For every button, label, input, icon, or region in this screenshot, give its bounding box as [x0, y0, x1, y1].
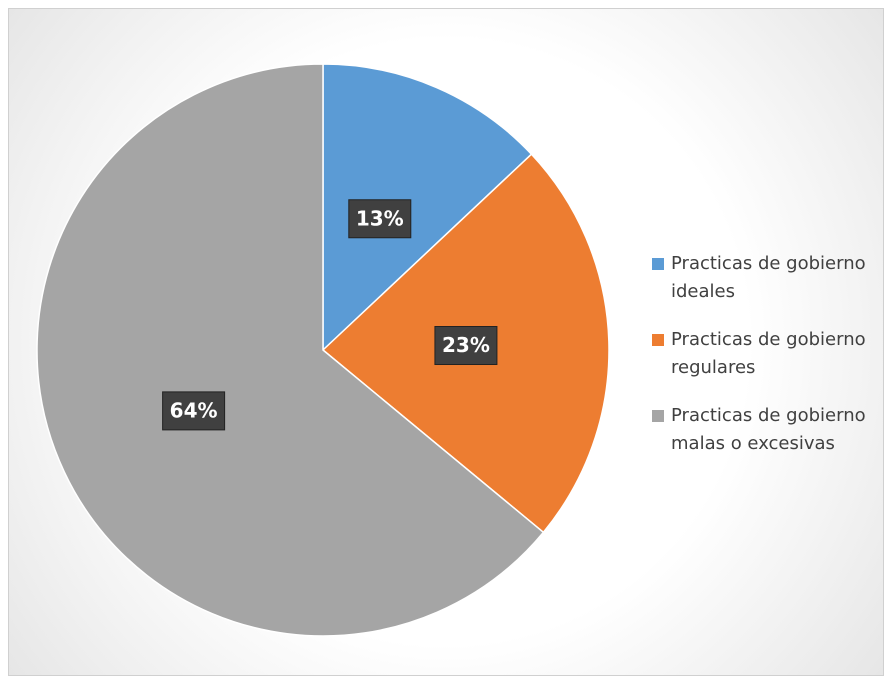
data-label-box [162, 391, 226, 431]
data-label: 23% [442, 333, 490, 357]
legend: Practicas de gobierno ideales Practicas d… [650, 250, 882, 478]
legend-label: Practicas de gobierno malas o excesivas [671, 405, 866, 454]
pie-slice [322, 63, 533, 352]
data-label-box [434, 326, 498, 366]
data-label: 64% [170, 398, 218, 422]
legend-label: Practicas de gobierno ideales [671, 253, 866, 302]
data-label: 13% [356, 206, 404, 230]
legend-swatch [652, 334, 664, 346]
legend-item: Practicas de gobierno ideales [650, 250, 882, 306]
data-label-box [348, 199, 412, 239]
legend-label: Practicas de gobierno regulares [671, 329, 866, 378]
pie-slice [36, 63, 545, 637]
legend-swatch [652, 410, 664, 422]
legend-swatch [652, 258, 664, 270]
legend-item: Practicas de gobierno malas o excesivas [650, 402, 882, 458]
legend-item: Practicas de gobierno regulares [650, 326, 882, 382]
